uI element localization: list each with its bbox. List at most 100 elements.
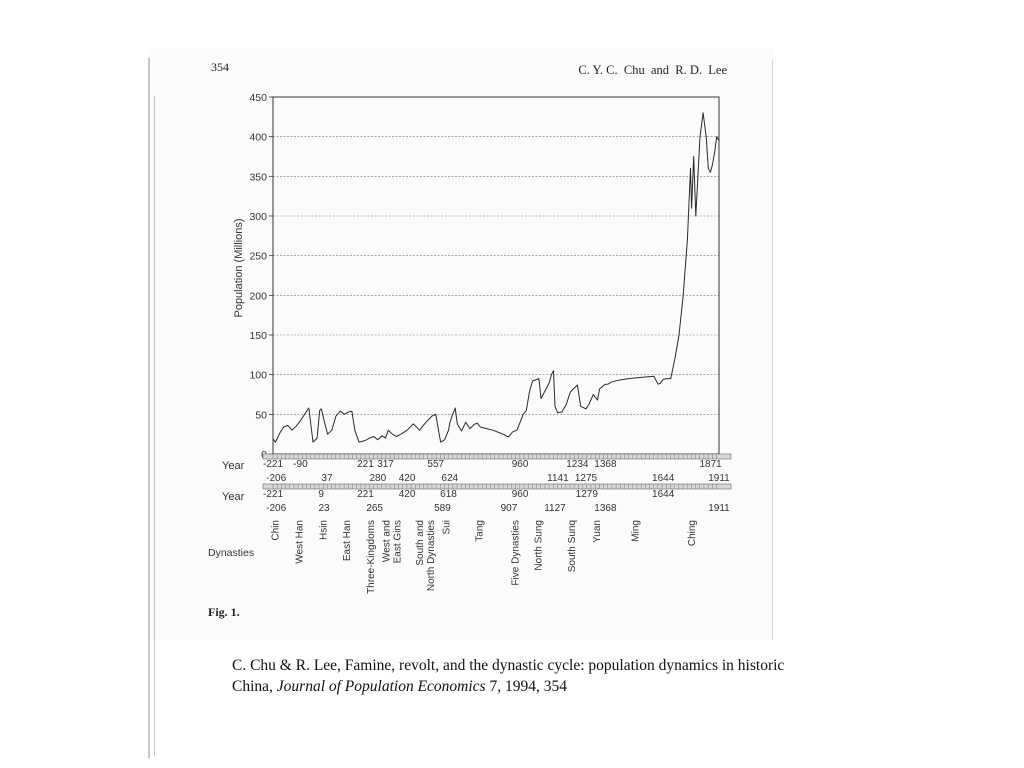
population-series-line — [272, 112, 720, 443]
year-band-1 — [262, 453, 732, 460]
dynasty-label: North Sung — [533, 520, 544, 571]
page-right-edge — [772, 60, 773, 640]
year-row-2-bottom-label: 23 — [318, 503, 330, 514]
year-row-1-bottom-label: 420 — [399, 473, 416, 484]
year-row-2-top-label: 1279 — [576, 489, 599, 500]
dynasty-label-line: Tang — [475, 520, 486, 542]
caption-journal: Journal of Population Economics — [276, 678, 486, 695]
figure-label: Fig. 1. — [208, 605, 240, 619]
dynasty-label: Chin — [271, 520, 282, 541]
dynasty-label: Hsin — [319, 520, 330, 540]
gridlines — [273, 136, 719, 415]
dynasties-label: Dynasties — [208, 547, 254, 559]
y-tick-label: 400 — [249, 132, 267, 144]
year-row-1-top-label: 1871 — [700, 459, 723, 470]
year-band-ticks — [272, 454, 717, 489]
year-labels: -221 -90 221 317 557 960 1234 1368 1871-206 37 280… — [263, 459, 730, 514]
y-tick-label: 150 — [249, 330, 267, 342]
year-row-2-top-label: 221 — [357, 489, 374, 500]
page-number: 354 — [211, 60, 229, 74]
dynasty-label-line: Chin — [271, 520, 282, 541]
year-row-2-bottom-label: 1368 — [594, 503, 617, 514]
dynasty-label: East Han — [342, 520, 353, 561]
y-axis-ticks: 050100150200250300350400450 — [249, 92, 273, 461]
dynasty-label-line: South and — [415, 520, 426, 566]
figure-caption: C. Chu & R. Lee, Famine, revolt, and the… — [232, 655, 792, 697]
year-row-1-top-label: -221 — [263, 459, 283, 470]
plot-frame — [272, 96, 720, 455]
year-row-2-bottom-label: 907 — [501, 503, 518, 514]
year-row-1-label: Year — [222, 460, 245, 472]
year-row-2-bottom-label: 1127 — [544, 503, 566, 514]
y-tick-label: 250 — [249, 251, 267, 263]
year-band-2 — [262, 483, 732, 490]
dynasty-label: Five Dynasties — [510, 520, 521, 586]
year-row-1-top-label: 960 — [512, 459, 529, 470]
y-tick-label: 350 — [249, 171, 267, 183]
year-row-1-top-label: 1234 — [566, 459, 589, 470]
dynasty-label-line: Ming — [630, 520, 641, 542]
year-row-1-bottom-label: 1275 — [575, 473, 598, 484]
dynasty-label: Ching — [687, 520, 698, 546]
caption-text-after: 7, 1994, 354 — [485, 678, 567, 695]
year-row-1-bottom-label: -206 — [266, 473, 286, 484]
y-tick-label: 200 — [249, 290, 267, 302]
dynasty-label-line: Three-Kingdoms — [366, 520, 377, 594]
dynasty-label-line: Five Dynasties — [510, 520, 521, 586]
dynasty-label: South Sunq — [567, 520, 578, 572]
year-row-1-top-label: 317 — [377, 459, 394, 470]
caption-text-before: C. Chu & R. Lee, Famine, revolt, and the… — [232, 657, 785, 695]
year-row-2-top-label: 960 — [512, 489, 529, 500]
year-row-1-bottom-label: 1141 — [547, 473, 569, 484]
dynasty-label-line: Ching — [687, 520, 698, 546]
year-row-1-top-label: 221 — [357, 459, 374, 470]
dynasty-label-line: South Sunq — [567, 520, 578, 572]
dynasty-label-line: East Gins — [392, 520, 403, 563]
dynasty-label: West Han — [294, 520, 305, 564]
scanned-page — [148, 48, 774, 640]
year-row-1-bottom-label: 280 — [369, 473, 386, 484]
year-row-2-bottom-label: -206 — [266, 503, 286, 514]
year-row-2-top-label: 618 — [440, 489, 457, 500]
year-row-1-bottom-label: 1644 — [652, 473, 675, 484]
year-row-2-bottom-label: 589 — [434, 503, 451, 514]
dynasty-label: Tang — [475, 520, 486, 542]
dynasty-label: Sui — [441, 520, 452, 534]
page-edge-line — [154, 96, 155, 756]
year-row-1-top-label: 557 — [427, 459, 444, 470]
year-row-1-bottom-label: 37 — [321, 473, 333, 484]
dynasty-label: Yuan — [592, 520, 603, 543]
dynasty-label-line: West and — [381, 520, 392, 562]
dynasty-label-line: Yuan — [592, 520, 603, 543]
page-edge-shadow — [148, 58, 150, 758]
year-row-1-bottom-label: 624 — [441, 473, 458, 484]
dynasty-label-line: West Han — [294, 520, 305, 564]
page-authors: C. Y. C. Chu and R. D. Lee — [578, 63, 727, 77]
dynasty-label-line: East Han — [342, 520, 353, 561]
dynasty-label-line: Sui — [441, 520, 452, 534]
y-tick-label: 50 — [255, 409, 267, 421]
y-tick-label: 300 — [249, 211, 267, 223]
year-row-1-top-label: 1368 — [594, 459, 617, 470]
series-layer — [272, 112, 720, 443]
y-axis-label: Population (Millions) — [233, 218, 245, 317]
year-row-2-bottom-label: 265 — [366, 503, 383, 514]
dynasty-label-line: North Dynasties — [426, 520, 437, 591]
year-row-2-top-label: 9 — [318, 489, 324, 500]
year-row-2-top-label: 420 — [399, 489, 416, 500]
year-row-2-top-label: 1644 — [652, 489, 675, 500]
year-row-2-top-label: -221 — [263, 489, 283, 500]
dynasty-label: Ming — [630, 520, 641, 542]
dynasty-label: West and East Gins — [381, 520, 403, 563]
dynasty-label-line: Hsin — [319, 520, 330, 540]
y-tick-label: 100 — [249, 370, 267, 382]
year-row-1-bottom-label: 1911 — [708, 473, 730, 484]
dynasty-label: Three-Kingdoms — [366, 520, 377, 594]
dynasty-label: South and North Dynasties — [415, 520, 437, 591]
year-row-2-label: Year — [222, 491, 245, 503]
dynasty-labels: Chin West Han Hsin East Han Three-Kingdoms We… — [271, 520, 698, 594]
year-row-1-top-label: -90 — [293, 459, 308, 470]
y-tick-label: 450 — [249, 92, 267, 104]
year-row-2-bottom-label: 1911 — [708, 503, 730, 514]
